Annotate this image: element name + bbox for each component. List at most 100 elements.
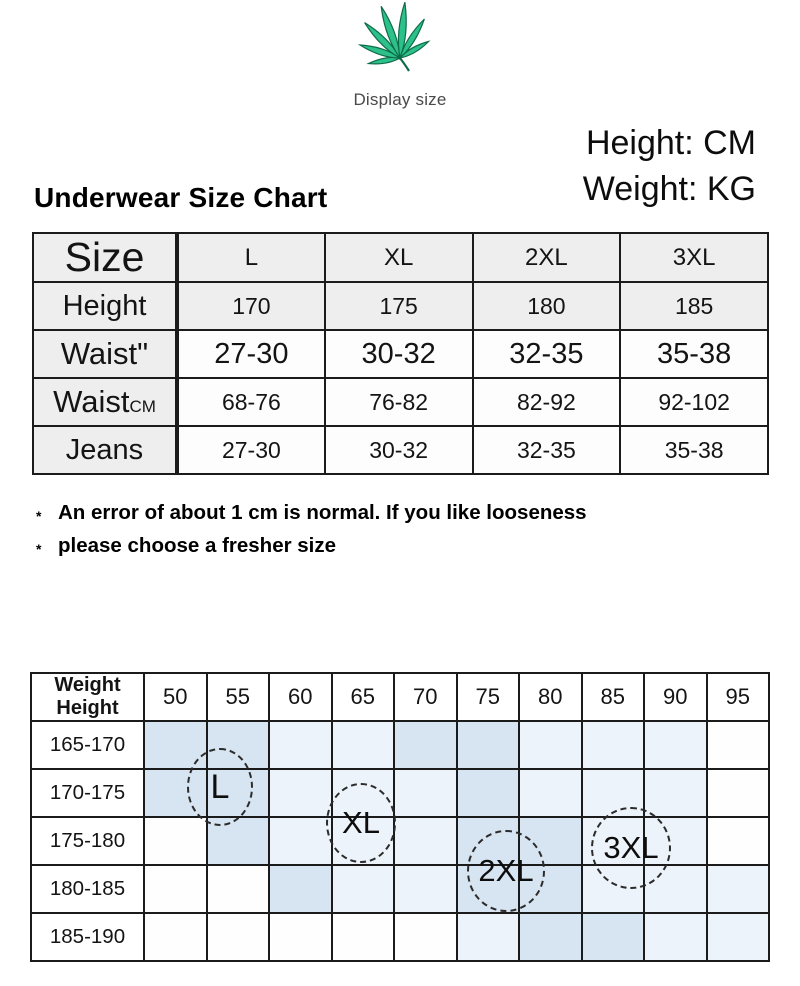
weight-column-header: 50: [143, 672, 208, 722]
size-value-cell: 30-32: [323, 425, 474, 475]
matrix-cell: [143, 864, 208, 914]
weight-height-matrix-table: Weight Height 50 55 60 65 70 75 80 85 90 95 165-170 1…: [30, 672, 770, 962]
matrix-row: 170-175: [30, 768, 770, 818]
size-circle-label: 2XL: [478, 853, 534, 888]
size-value-cell: 82-92: [471, 377, 622, 427]
matrix-cell: [455, 912, 520, 962]
size-value-cell: 175: [323, 281, 474, 331]
unit-label: CM: [129, 397, 156, 416]
weight-column-header: 60: [268, 672, 333, 722]
matrix-cell: [393, 816, 458, 866]
size-circle-2xl: 2XL: [467, 830, 545, 912]
matrix-cell: [268, 816, 333, 866]
note-marker: *: [36, 541, 42, 557]
matrix-cell: [393, 912, 458, 962]
size-column-header: XL: [323, 232, 474, 283]
units-legend: Height: CM Weight: KG: [583, 120, 756, 212]
size-circle-label: L: [210, 767, 230, 806]
weight-column-header: 85: [580, 672, 645, 722]
matrix-cell: [330, 864, 395, 914]
matrix-cell: [268, 720, 333, 770]
weight-column-header: 70: [393, 672, 458, 722]
matrix-cell: [643, 768, 708, 818]
height-row-label: 175-180: [30, 816, 145, 866]
size-value-cell: 180: [471, 281, 622, 331]
underwear-size-table: Size L XL 2XL 3XL Height 170 175 180 185 Waist" 27-…: [32, 232, 769, 475]
notes: * An error of about 1 cm is normal. If y…: [36, 498, 587, 564]
weight-column-header: 75: [455, 672, 520, 722]
matrix-cell: [330, 912, 395, 962]
size-column-header: L: [176, 232, 326, 283]
size-table-row: WaistCM 68-76 76-82 82-92 92-102: [32, 377, 769, 427]
size-circle-l: L: [187, 748, 253, 826]
matrix-row: 175-180: [30, 816, 770, 866]
matrix-row: 185-190: [30, 912, 770, 962]
note-marker: *: [36, 508, 42, 524]
size-row-label: Height: [32, 281, 179, 331]
note-line: * An error of about 1 cm is normal. If y…: [36, 498, 587, 531]
matrix-cell: [518, 912, 583, 962]
size-value-cell: 27-30: [176, 425, 326, 475]
units-weight-label: Weight: KG: [582, 170, 756, 208]
size-circle-label: 3XL: [603, 830, 659, 865]
size-row-label: Waist": [32, 329, 179, 379]
size-column-header: 2XL: [471, 232, 622, 283]
matrix-cell: [393, 768, 458, 818]
matrix-corner-cell: Weight Height: [30, 672, 145, 722]
size-circle-3xl: 3XL: [591, 807, 671, 889]
matrix-header-row: Weight Height 50 55 60 65 70 75 80 85 90 95: [30, 672, 770, 722]
matrix-cell: [393, 720, 458, 770]
size-value-cell: 68-76: [176, 377, 326, 427]
size-value-cell: 32-35: [471, 425, 622, 475]
matrix-cell: [705, 816, 770, 866]
size-value-cell: 185: [619, 281, 769, 331]
weight-column-header: 55: [205, 672, 270, 722]
matrix-cell: [268, 768, 333, 818]
leaf-icon: [357, 2, 431, 72]
size-table-row: Height 170 175 180 185: [32, 281, 769, 331]
size-table-row: Waist" 27-30 30-32 32-35 35-38: [32, 329, 769, 379]
weight-column-header: 90: [643, 672, 708, 722]
height-row-label: 170-175: [30, 768, 145, 818]
corner-weight-label: Weight: [54, 674, 121, 696]
note-text: please choose a fresher size: [58, 534, 337, 557]
height-row-label: 180-185: [30, 864, 145, 914]
page-title: Underwear Size Chart: [34, 182, 328, 213]
size-value-cell: 76-82: [323, 377, 474, 427]
matrix-cell: [205, 864, 270, 914]
matrix-cell: [705, 720, 770, 770]
matrix-cell: [143, 912, 208, 962]
matrix-cell: [518, 768, 583, 818]
matrix-cell: [268, 912, 333, 962]
size-value-cell: 30-32: [323, 329, 474, 379]
matrix-cell: [268, 864, 333, 914]
note-line: * please choose a fresher size: [36, 531, 587, 564]
size-row-label: Jeans: [32, 425, 179, 475]
weight-column-header: 80: [518, 672, 583, 722]
matrix-cell: [455, 768, 520, 818]
size-table-row: Jeans 27-30 30-32 32-35 35-38: [32, 425, 769, 475]
corner-height-label: Height: [56, 697, 119, 719]
matrix-cell: [705, 768, 770, 818]
units-height-label: Height: CM: [585, 124, 756, 162]
size-circle-xl: XL: [326, 783, 396, 863]
height-row-label: 185-190: [30, 912, 145, 962]
size-value-cell: 27-30: [176, 329, 326, 379]
weight-column-header: 95: [705, 672, 770, 722]
matrix-cell: [143, 720, 208, 770]
size-table-header-row: Size L XL 2XL 3XL: [32, 232, 769, 283]
matrix-cell: [455, 720, 520, 770]
matrix-cell: [205, 912, 270, 962]
size-row-label: WaistCM: [32, 377, 179, 427]
matrix-cell: [143, 816, 208, 866]
matrix-cell: [393, 864, 458, 914]
matrix-cell: [643, 720, 708, 770]
matrix-cell: [580, 720, 645, 770]
size-column-header: 3XL: [619, 232, 769, 283]
size-circle-label: XL: [342, 805, 380, 840]
matrix-cell: [330, 720, 395, 770]
matrix-cell: [705, 864, 770, 914]
matrix-cell: [705, 912, 770, 962]
weight-column-header: 65: [330, 672, 395, 722]
